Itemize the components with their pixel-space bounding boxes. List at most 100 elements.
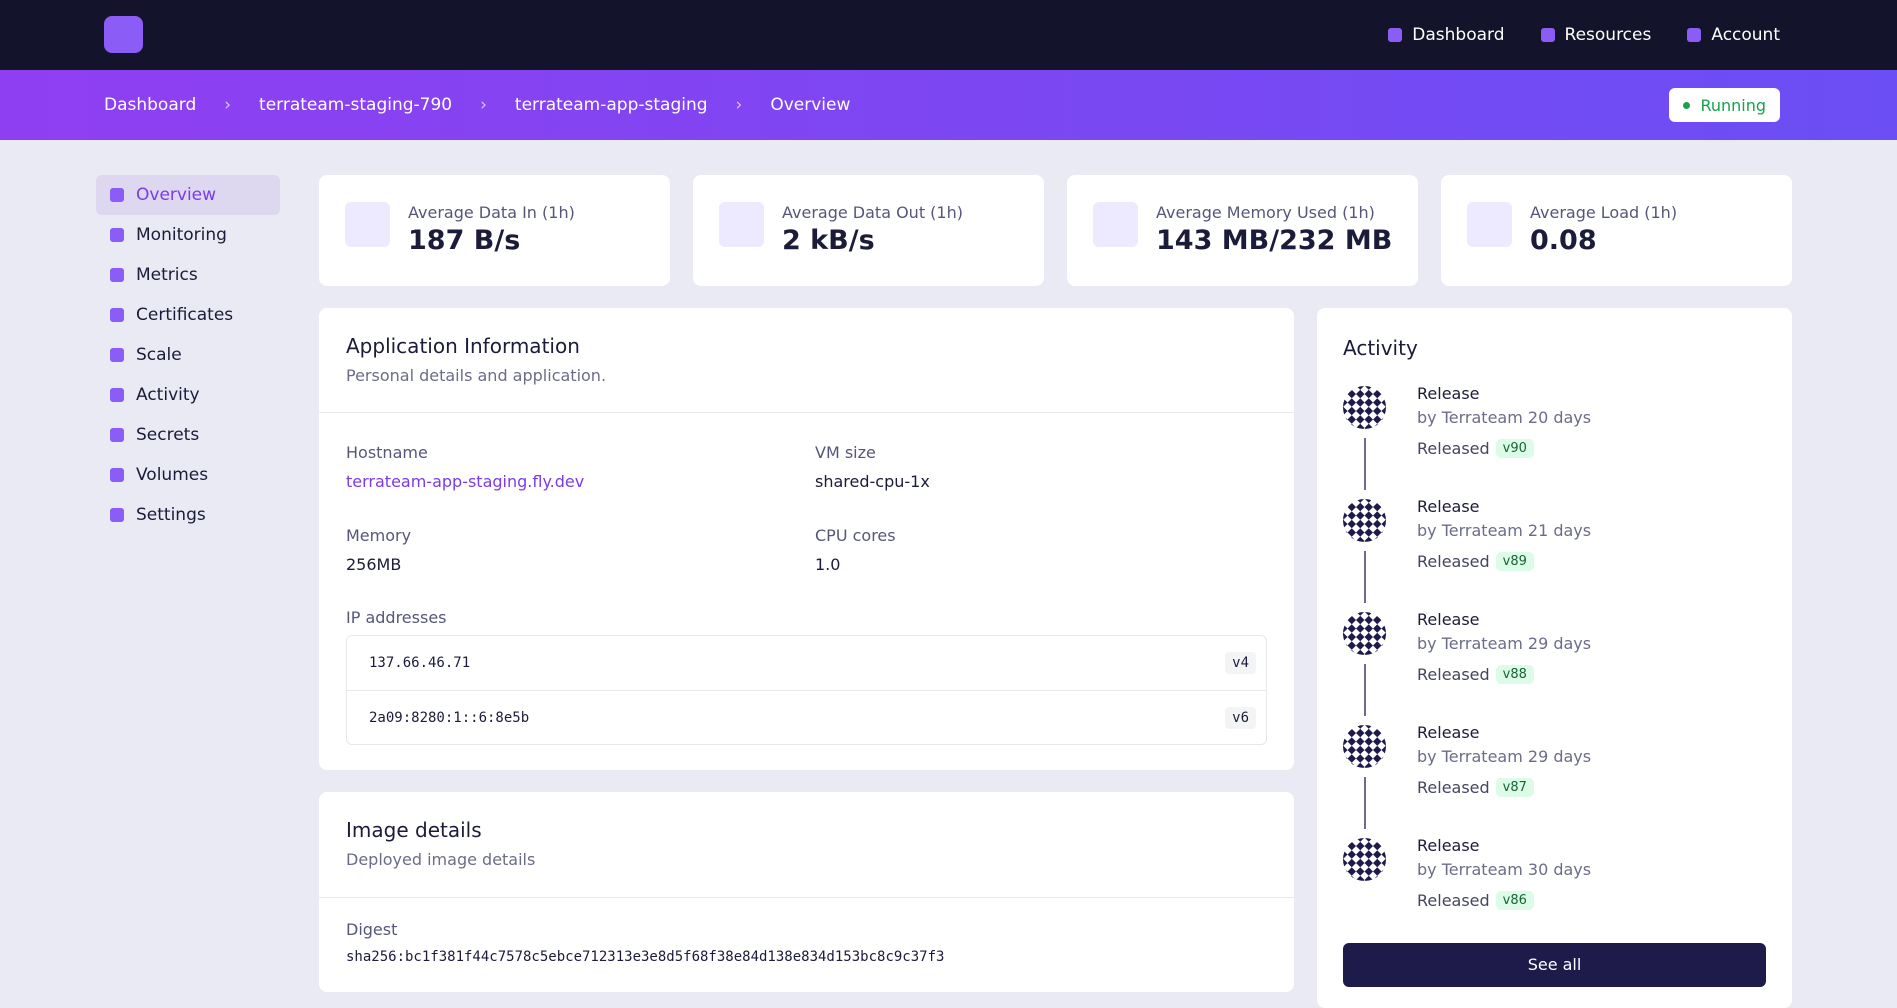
field-label: VM size: [815, 443, 876, 462]
stat-value: 2 kB/s: [782, 225, 875, 256]
timeline-line: [1364, 777, 1366, 829]
stat-icon: [1093, 202, 1138, 247]
timeline-line: [1364, 438, 1366, 490]
sidebar-item[interactable]: Certificates: [96, 295, 280, 335]
sidebar-item[interactable]: Activity: [96, 375, 280, 415]
sidebar-icon: [110, 348, 124, 362]
field-label: Memory: [346, 526, 412, 545]
ip-address: 137.66.46.71: [369, 655, 471, 671]
timeline-line: [1364, 551, 1366, 603]
separator: ›: [480, 95, 487, 115]
separator: ›: [224, 95, 232, 115]
avatar: [1334, 829, 1395, 890]
activity-status: Released v88: [1417, 665, 1534, 684]
sidebar-icon: [110, 268, 124, 282]
field: VM size shared-cpu-1x: [815, 443, 930, 491]
ip-row: 137.66.46.71 v4: [347, 636, 1266, 690]
version-badge: v88: [1495, 665, 1534, 684]
status-text: Released: [1417, 778, 1490, 797]
sidebar-text: Activity: [136, 385, 200, 405]
sidebar-item[interactable]: Volumes: [96, 455, 280, 495]
nav-icon: [1687, 28, 1702, 42]
breadcrumb-item: Overview: [770, 95, 851, 115]
ip-address: 2a09:8280:1::6:8e5b: [369, 709, 530, 726]
stat-value: 187 B/s: [408, 225, 521, 256]
stat-icon: [719, 202, 764, 247]
activity-by: by Terrateam 20 days: [1417, 408, 1592, 427]
timeline-line: [1364, 664, 1366, 716]
activity-title: Release: [1417, 384, 1480, 403]
activity-by: by Terrateam 29 days: [1417, 747, 1592, 766]
sidebar-item[interactable]: Metrics: [96, 255, 280, 295]
sidebar-item[interactable]: Monitoring: [96, 215, 280, 255]
sidebar-item[interactable]: Scale: [96, 335, 280, 375]
separator: ›: [735, 95, 743, 115]
stat-label: Average Load (1h): [1530, 203, 1678, 222]
activity-card: Activity See all Release by Terrateam 20 …: [1317, 308, 1792, 1008]
stat-card: Average Load (1h) 0.08: [1441, 175, 1792, 286]
card-title: Activity: [1343, 336, 1418, 360]
sidebar-item[interactable]: Overview: [96, 175, 280, 215]
nav-text: Account: [1711, 25, 1780, 45]
activity-by: by Terrateam 29 days: [1417, 634, 1592, 653]
sidebar-icon: [110, 308, 124, 322]
nav-link[interactable]: Resources: [1540, 25, 1652, 45]
sidebar-text: Scale: [136, 345, 182, 365]
status-text: Running: [1700, 95, 1766, 115]
stat-card: Average Data Out (1h) 2 kB/s: [693, 175, 1044, 286]
field-value: shared-cpu-1x: [815, 472, 930, 491]
stat-value: 143 MB/232 MB: [1156, 225, 1393, 256]
version-badge: v89: [1495, 552, 1534, 571]
breadcrumb-item[interactable]: Dashboard: [104, 95, 197, 115]
nav-link[interactable]: Account: [1687, 25, 1780, 45]
status-badge: Running: [1669, 88, 1780, 122]
breadcrumb-item[interactable]: terrateam-app-staging: [514, 95, 708, 115]
stat-value: 0.08: [1530, 225, 1597, 256]
sidebar-item[interactable]: Secrets: [96, 415, 280, 455]
activity-title: Release: [1417, 610, 1480, 629]
sidebar-item[interactable]: Settings: [96, 495, 280, 535]
stat-label: Average Memory Used (1h): [1156, 203, 1375, 222]
nav-link[interactable]: Dashboard: [1388, 25, 1505, 45]
field: CPU cores 1.0: [815, 526, 896, 574]
breadcrumb-item[interactable]: terrateam-staging-790: [259, 95, 453, 115]
version-badge: v90: [1495, 439, 1534, 458]
stat-icon: [1467, 202, 1512, 247]
ip-version: v4: [1225, 652, 1256, 674]
card-title: Application Information: [346, 334, 580, 358]
sidebar-icon: [110, 388, 124, 402]
card-title: Image details: [346, 818, 482, 842]
status-text: Released: [1417, 891, 1490, 910]
activity-status: Released v87: [1417, 778, 1534, 797]
stat-card: Average Data In (1h) 187 B/s: [319, 175, 670, 286]
field: Hostname terrateam-app-staging.fly.dev: [346, 443, 584, 491]
status-text: Released: [1417, 552, 1490, 571]
digest-label: Digest: [346, 920, 398, 939]
field: Memory 256MB: [346, 526, 411, 574]
nav-icon: [1540, 28, 1555, 42]
activity-by: by Terrateam 30 days: [1417, 860, 1592, 879]
stat-icon: [345, 202, 390, 247]
activity-by: by Terrateam 21 days: [1417, 521, 1592, 540]
sidebar: Overview Monitoring Metrics Certificates Sca…: [96, 175, 280, 535]
activity-status: Released v90: [1417, 439, 1534, 458]
sidebar-icon: [110, 188, 124, 202]
nav-text: Resources: [1564, 25, 1652, 45]
field-value: 256MB: [346, 555, 402, 574]
field-label: Hostname: [346, 443, 428, 462]
activity-title: Release: [1417, 497, 1480, 516]
field-value[interactable]: terrateam-app-staging.fly.dev: [346, 472, 585, 491]
logo[interactable]: [104, 16, 143, 53]
sidebar-icon: [110, 228, 124, 242]
sidebar-text: Settings: [136, 505, 206, 525]
sidebar-icon: [110, 508, 124, 522]
sidebar-text: Certificates: [136, 305, 234, 325]
sidebar-text: Overview: [136, 185, 217, 205]
see-all-button[interactable]: See all: [1343, 943, 1766, 987]
sidebar-text: Volumes: [136, 465, 209, 485]
activity-title: Release: [1417, 723, 1480, 742]
stat-label: Average Data In (1h): [408, 203, 575, 222]
version-badge: v87: [1495, 778, 1534, 797]
